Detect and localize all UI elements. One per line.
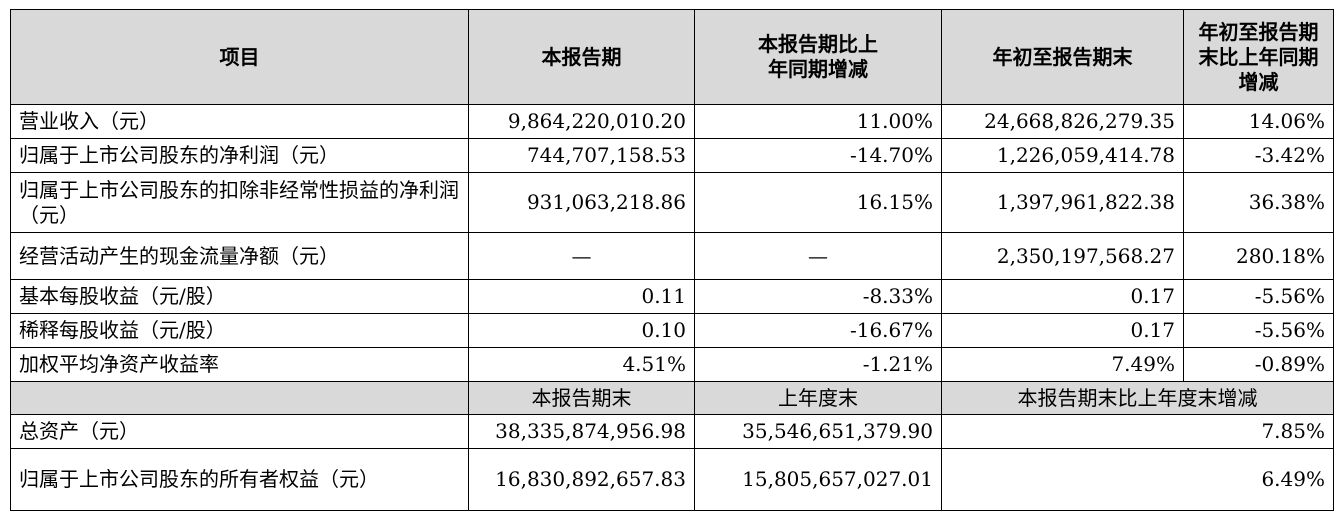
header-ytd-yoy: 年初至报告期末比上年同期增减: [1183, 9, 1334, 105]
cell-ytd: 0.17: [941, 279, 1184, 314]
cell-period-end: 16,830,892,657.83: [468, 448, 695, 511]
cell-current-yoy: 16.15%: [694, 172, 942, 233]
cell-current-yoy: -8.33%: [694, 279, 942, 314]
table-row: 归属于上市公司股东的净利润（元） 744,707,158.53 -14.70% …: [10, 138, 1334, 173]
row-label: 归属于上市公司股东的扣除非经常性损益的净利润（元）: [10, 172, 469, 233]
cell-ytd-yoy: -5.56%: [1183, 279, 1334, 314]
balance-subheader-row: 本报告期末 上年度末 本报告期末比上年度末增减: [10, 381, 1334, 415]
table-row: 营业收入（元） 9,864,220,010.20 11.00% 24,668,8…: [10, 104, 1334, 139]
row-label: 稀释每股收益（元/股）: [10, 313, 469, 348]
cell-ytd-yoy: 280.18%: [1183, 232, 1334, 280]
table-row: 总资产（元） 38,335,874,956.98 35,546,651,379.…: [10, 414, 1334, 449]
table-row: 归属于上市公司股东的所有者权益（元） 16,830,892,657.83 15,…: [10, 448, 1334, 511]
cell-ytd: 24,668,826,279.35: [941, 104, 1184, 139]
cell-current-period: 0.10: [468, 313, 695, 348]
cell-current-period: 931,063,218.86: [468, 172, 695, 233]
header-item: 项目: [10, 9, 469, 105]
row-label: 营业收入（元）: [10, 104, 469, 139]
header-current-period: 本报告期: [468, 9, 695, 105]
cell-current-period: 0.11: [468, 279, 695, 314]
cell-current-period: —: [468, 232, 695, 280]
row-label: 归属于上市公司股东的所有者权益（元）: [10, 448, 469, 511]
cell-last-year-end: 35,546,651,379.90: [694, 414, 942, 449]
cell-ytd: 7.49%: [941, 347, 1184, 382]
subheader-period-end: 本报告期末: [468, 381, 695, 415]
cell-current-period: 744,707,158.53: [468, 138, 695, 173]
table-row: 经营活动产生的现金流量净额（元） — — 2,350,197,568.27 28…: [10, 232, 1334, 280]
cell-last-year-end: 15,805,657,027.01: [694, 448, 942, 511]
subheader-empty: [10, 381, 469, 415]
header-current-yoy: 本报告期比上年同期增减: [694, 9, 942, 105]
cell-ytd: 0.17: [941, 313, 1184, 348]
cell-ytd: 2,350,197,568.27: [941, 232, 1184, 280]
cell-current-yoy: 11.00%: [694, 104, 942, 139]
cell-current-yoy: -14.70%: [694, 138, 942, 173]
row-label: 经营活动产生的现金流量净额（元）: [10, 232, 469, 280]
cell-ytd-yoy: 14.06%: [1183, 104, 1334, 139]
cell-period-end: 38,335,874,956.98: [468, 414, 695, 449]
cell-ytd: 1,226,059,414.78: [941, 138, 1184, 173]
cell-change: 7.85%: [941, 414, 1334, 449]
row-label: 基本每股收益（元/股）: [10, 279, 469, 314]
cell-current-period: 9,864,220,010.20: [468, 104, 695, 139]
row-label: 加权平均净资产收益率: [10, 347, 469, 382]
subheader-last-year-end: 上年度末: [694, 381, 942, 415]
table-row: 加权平均净资产收益率 4.51% -1.21% 7.49% -0.89%: [10, 347, 1334, 382]
cell-current-yoy: -16.67%: [694, 313, 942, 348]
cell-ytd-yoy: -3.42%: [1183, 138, 1334, 173]
table-row: 稀释每股收益（元/股） 0.10 -16.67% 0.17 -5.56%: [10, 313, 1334, 348]
header-ytd: 年初至报告期末: [941, 9, 1184, 105]
row-label: 总资产（元）: [10, 414, 469, 449]
cell-ytd-yoy: -0.89%: [1183, 347, 1334, 382]
table-row: 归属于上市公司股东的扣除非经常性损益的净利润（元） 931,063,218.86…: [10, 172, 1334, 233]
row-label: 归属于上市公司股东的净利润（元）: [10, 138, 469, 173]
table-row: 基本每股收益（元/股） 0.11 -8.33% 0.17 -5.56%: [10, 279, 1334, 314]
cell-current-period: 4.51%: [468, 347, 695, 382]
cell-ytd-yoy: -5.56%: [1183, 313, 1334, 348]
table-header-row: 项目 本报告期 本报告期比上年同期增减 年初至报告期末 年初至报告期末比上年同期…: [10, 9, 1334, 105]
cell-change: 6.49%: [941, 448, 1334, 511]
cell-current-yoy: —: [694, 232, 942, 280]
cell-ytd-yoy: 36.38%: [1183, 172, 1334, 233]
cell-ytd: 1,397,961,822.38: [941, 172, 1184, 233]
financial-summary-table: 项目 本报告期 本报告期比上年同期增减 年初至报告期末 年初至报告期末比上年同期…: [10, 9, 1334, 511]
cell-current-yoy: -1.21%: [694, 347, 942, 382]
subheader-change: 本报告期末比上年度末增减: [941, 381, 1334, 415]
